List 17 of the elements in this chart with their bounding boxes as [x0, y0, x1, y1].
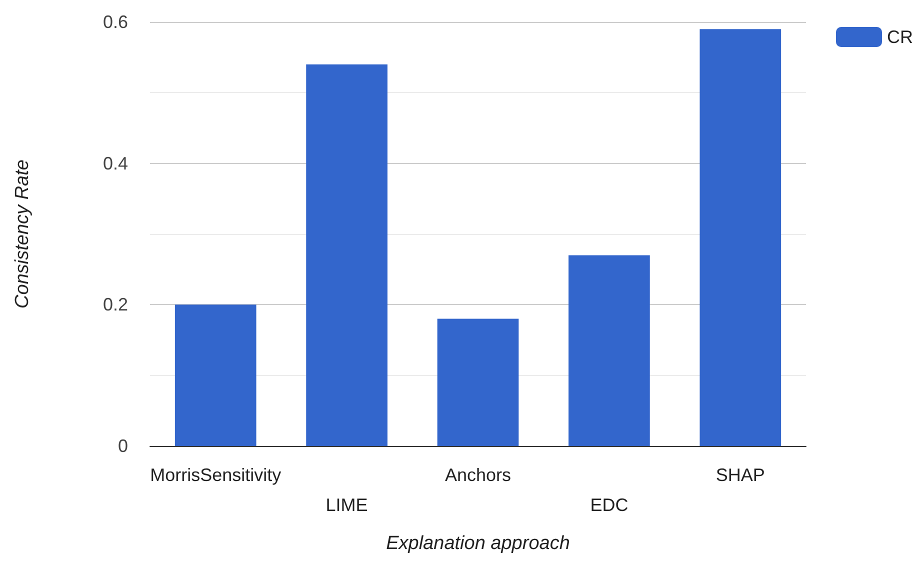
bar [306, 64, 388, 446]
x-tick-label: EDC [590, 495, 628, 515]
y-tick-label: 0.4 [102, 153, 128, 174]
x-axis-title: Explanation approach [386, 533, 570, 554]
y-tick-label: 0.6 [102, 12, 128, 32]
y-axis-title: Consistency Rate [12, 160, 33, 308]
y-tick-label: 0 [118, 436, 128, 456]
x-tick-label: LIME [326, 495, 368, 515]
x-tick-label: MorrisSensitivity [150, 465, 282, 485]
y-tick-label: 0.2 [102, 294, 128, 315]
legend-label: CR [887, 27, 913, 47]
bar [437, 318, 519, 446]
bar [568, 255, 650, 446]
x-tick-label: SHAP [716, 465, 765, 485]
bar [700, 29, 782, 446]
x-tick-label: Anchors [444, 465, 512, 485]
bar [174, 304, 256, 446]
